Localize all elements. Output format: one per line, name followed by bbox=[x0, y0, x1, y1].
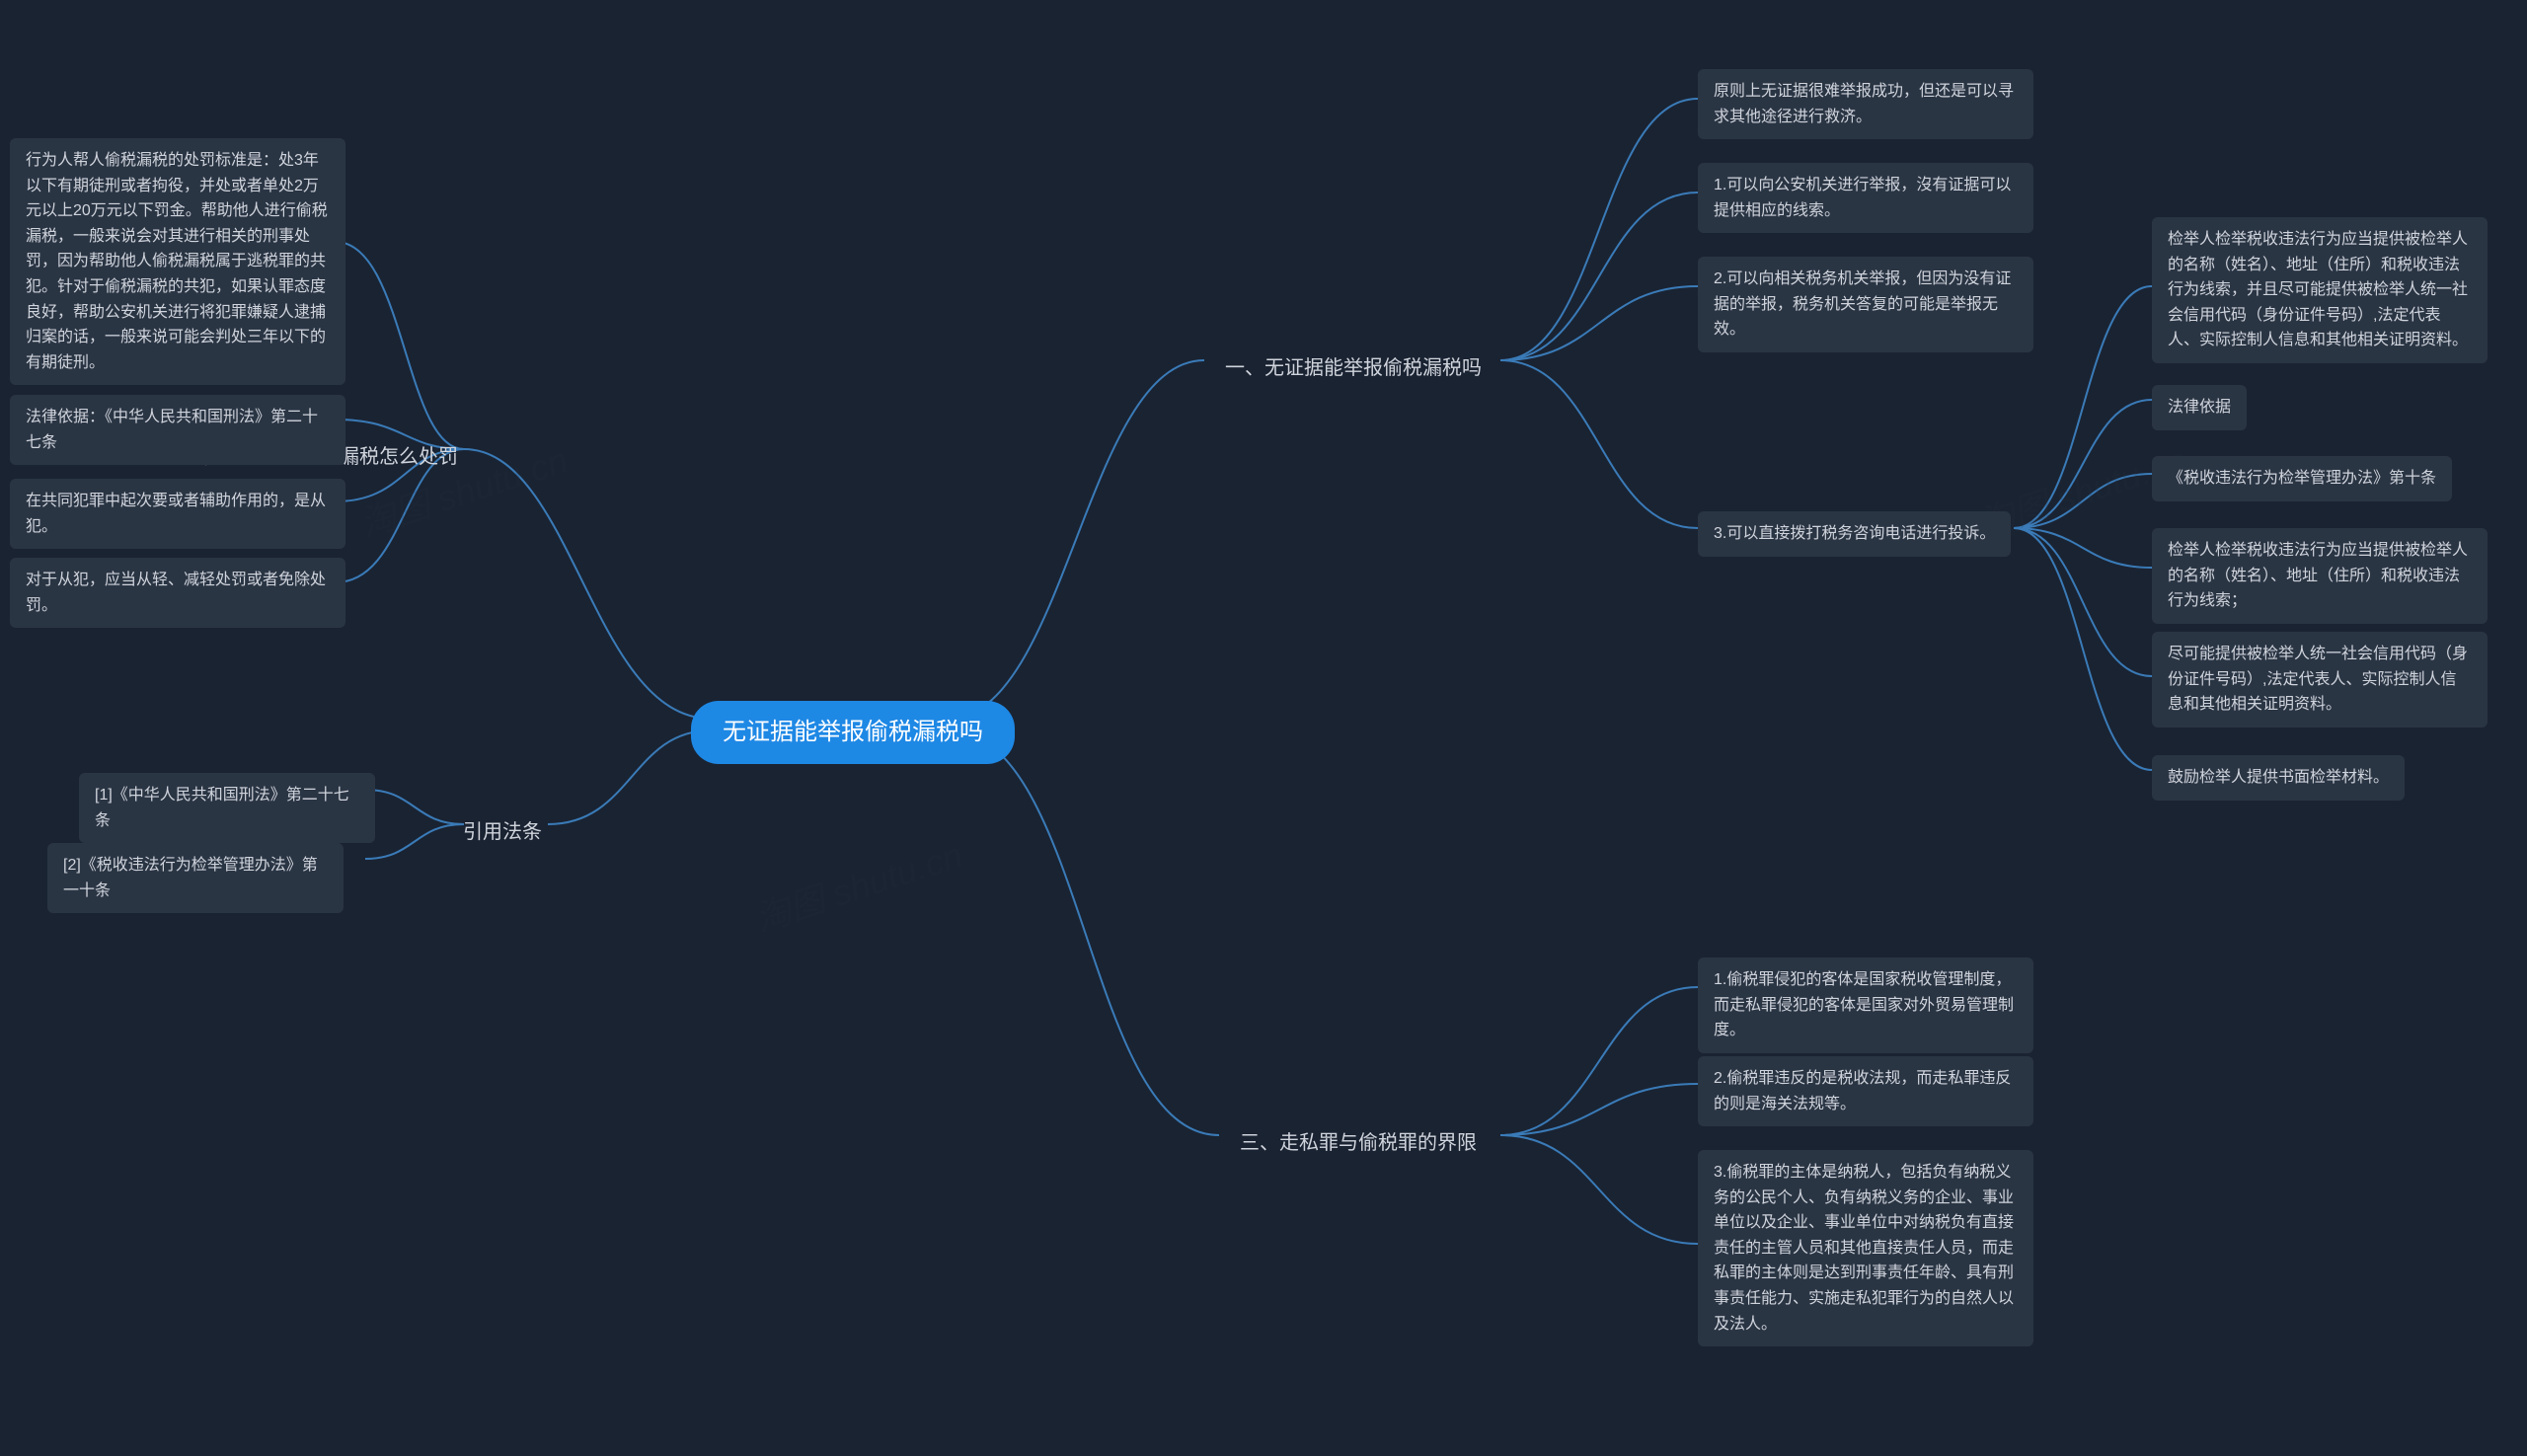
b2-leaf-3-text: 在共同犯罪中起次要或者辅助作用的，是从犯。 bbox=[26, 493, 326, 535]
mindmap-root[interactable]: 无证据能举报偷税漏税吗 bbox=[691, 701, 1015, 764]
b1-sub-2-text: 法律依据 bbox=[2168, 399, 2231, 416]
b3-leaf-2[interactable]: 2.偷税罪违反的是税收法规，而走私罪违反的则是海关法规等。 bbox=[1698, 1056, 2033, 1126]
b2-leaf-4[interactable]: 对于从犯，应当从轻、减轻处罚或者免除处罚。 bbox=[10, 558, 345, 628]
b4-leaf-2-text: [2]《税收违法行为检举管理办法》第一十条 bbox=[63, 857, 318, 899]
b3-leaf-1-text: 1.偷税罪侵犯的客体是国家税收管理制度，而走私罪侵犯的客体是国家对外贸易管理制度… bbox=[1714, 971, 2014, 1038]
b1-leaf-3[interactable]: 2.可以向相关税务机关举报，但因为没有证据的举报，税务机关答复的可能是举报无效。 bbox=[1698, 257, 2033, 352]
b1-sub-5[interactable]: 尽可能提供被检举人统一社会信用代码（身份证件号码）,法定代表人、实际控制人信息和… bbox=[2152, 632, 2488, 728]
b1-sub-3[interactable]: 《税收违法行为检举管理办法》第十条 bbox=[2152, 456, 2452, 501]
b1-leaf-1[interactable]: 原则上无证据很难举报成功，但还是可以寻求其他途径进行救济。 bbox=[1698, 69, 2033, 139]
root-text: 无证据能举报偷税漏税吗 bbox=[723, 719, 983, 745]
b4-leaf-2[interactable]: [2]《税收违法行为检举管理办法》第一十条 bbox=[47, 843, 344, 913]
b1-leaf-2[interactable]: 1.可以向公安机关进行举报，沒有证据可以提供相应的线索。 bbox=[1698, 163, 2033, 233]
b1-sub-4[interactable]: 检举人检举税收违法行为应当提供被检举人的名称（姓名）、地址（住所）和税收违法行为… bbox=[2152, 528, 2488, 624]
b2-leaf-4-text: 对于从犯，应当从轻、减轻处罚或者免除处罚。 bbox=[26, 572, 326, 614]
watermark-2: 淘图 shutu.cn bbox=[747, 827, 967, 943]
b1-sub-2[interactable]: 法律依据 bbox=[2152, 385, 2247, 430]
b2-leaf-2[interactable]: 法律依据：《中华人民共和国刑法》第二十七条 bbox=[10, 395, 345, 465]
branch-4-label: 引用法条 bbox=[463, 821, 542, 843]
branch-1-label: 一、无证据能举报偷税漏税吗 bbox=[1225, 357, 1482, 379]
b1-leaf-4[interactable]: 3.可以直接拨打税务咨询电话进行投诉。 bbox=[1698, 511, 2011, 557]
branch-4[interactable]: 引用法条 bbox=[447, 809, 558, 855]
b4-leaf-1-text: [1]《中华人民共和国刑法》第二十七条 bbox=[95, 787, 349, 829]
connector-svg bbox=[0, 0, 2527, 1456]
b3-leaf-3-text: 3.偷税罪的主体是纳税人，包括负有纳税义务的公民个人、负有纳税义务的企业、事业单… bbox=[1714, 1164, 2014, 1333]
b1-leaf-4-text: 3.可以直接拨打税务咨询电话进行投诉。 bbox=[1714, 525, 1995, 542]
branch-3-label: 三、走私罪与偷税罪的界限 bbox=[1240, 1132, 1477, 1154]
b2-leaf-2-text: 法律依据：《中华人民共和国刑法》第二十七条 bbox=[26, 409, 318, 451]
b1-leaf-1-text: 原则上无证据很难举报成功，但还是可以寻求其他途径进行救济。 bbox=[1714, 83, 2014, 125]
b1-leaf-2-text: 1.可以向公安机关进行举报，沒有证据可以提供相应的线索。 bbox=[1714, 177, 2011, 219]
watermark-2-text: 淘图 shutu.cn bbox=[750, 834, 967, 939]
b3-leaf-2-text: 2.偷税罪违反的是税收法规，而走私罪违反的则是海关法规等。 bbox=[1714, 1070, 2011, 1112]
b2-leaf-3[interactable]: 在共同犯罪中起次要或者辅助作用的，是从犯。 bbox=[10, 479, 345, 549]
b3-leaf-1[interactable]: 1.偷税罪侵犯的客体是国家税收管理制度，而走私罪侵犯的客体是国家对外贸易管理制度… bbox=[1698, 958, 2033, 1053]
b1-sub-1[interactable]: 检举人检举税收违法行为应当提供被检举人的名称（姓名）、地址（住所）和税收违法行为… bbox=[2152, 217, 2488, 363]
branch-3[interactable]: 三、走私罪与偷税罪的界限 bbox=[1224, 1120, 1493, 1166]
b3-leaf-3[interactable]: 3.偷税罪的主体是纳税人，包括负有纳税义务的公民个人、负有纳税义务的企业、事业单… bbox=[1698, 1150, 2033, 1346]
b2-leaf-1-text: 行为人帮人偷税漏税的处罚标准是：处3年以下有期徒刑或者拘役，并处或者单处2万元以… bbox=[26, 152, 328, 371]
b4-leaf-1[interactable]: [1]《中华人民共和国刑法》第二十七条 bbox=[79, 773, 375, 843]
b2-leaf-1[interactable]: 行为人帮人偷税漏税的处罚标准是：处3年以下有期徒刑或者拘役，并处或者单处2万元以… bbox=[10, 138, 345, 385]
branch-1[interactable]: 一、无证据能举报偷税漏税吗 bbox=[1209, 345, 1497, 391]
b1-leaf-3-text: 2.可以向相关税务机关举报，但因为没有证据的举报，税务机关答复的可能是举报无效。 bbox=[1714, 270, 2011, 338]
b1-sub-3-text: 《税收违法行为检举管理办法》第十条 bbox=[2168, 470, 2436, 487]
b1-sub-1-text: 检举人检举税收违法行为应当提供被检举人的名称（姓名）、地址（住所）和税收违法行为… bbox=[2168, 231, 2468, 348]
b1-sub-6[interactable]: 鼓励检举人提供书面检举材料。 bbox=[2152, 755, 2405, 801]
b1-sub-4-text: 检举人检举税收违法行为应当提供被检举人的名称（姓名）、地址（住所）和税收违法行为… bbox=[2168, 542, 2468, 609]
b1-sub-6-text: 鼓励检举人提供书面检举材料。 bbox=[2168, 769, 2389, 786]
b1-sub-5-text: 尽可能提供被检举人统一社会信用代码（身份证件号码）,法定代表人、实际控制人信息和… bbox=[2168, 646, 2468, 713]
